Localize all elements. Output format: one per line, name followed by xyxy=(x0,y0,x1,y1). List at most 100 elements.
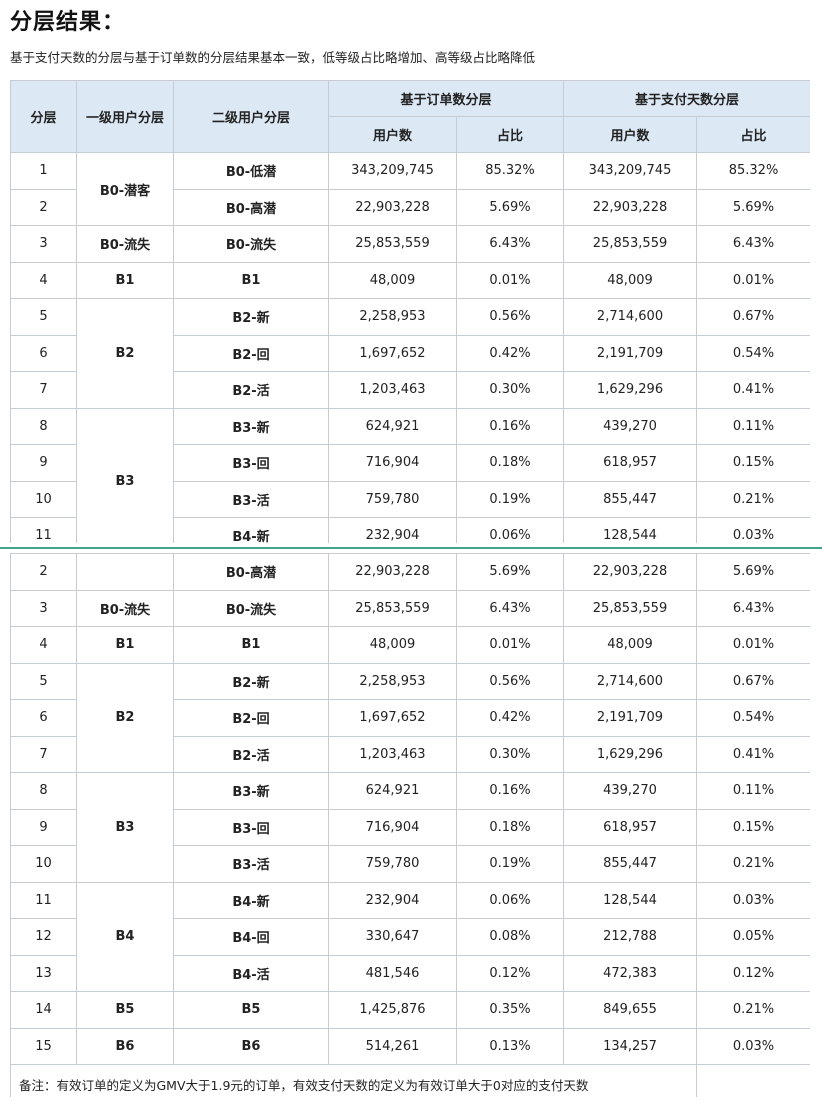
order-share-cell: 0.12% xyxy=(456,954,564,992)
tier-cell: 6 xyxy=(10,334,77,372)
level2-cell: B2-活 xyxy=(173,371,329,409)
day-users-cell: 439,270 xyxy=(563,772,697,810)
order-users-cell: 514,261 xyxy=(328,1027,457,1065)
table-row: 6 B2-回 1,697,652 0.42% 2,191,709 0.54% xyxy=(10,334,810,372)
level1-cell: B3 xyxy=(76,407,174,543)
table-row: 8 B3 B3-新 624,921 0.16% 439,270 0.11% xyxy=(10,772,810,883)
page-subtitle: 基于支付天数的分层与基于订单数的分层结果基本一致，低等级占比略增加、高等级占比略… xyxy=(10,50,536,65)
level1-cell: B6 xyxy=(76,1027,174,1065)
table-row: 11 B4-新 232,904 0.06% 128,544 0.03% xyxy=(10,517,810,543)
tier-cell: 15 xyxy=(10,1027,77,1065)
level2-cell: B3-新 xyxy=(173,772,329,810)
table-row: 7 B2-活 1,203,463 0.30% 1,629,296 0.41% xyxy=(10,735,810,773)
level2-cell: B0-高潜 xyxy=(173,188,329,226)
level1-cell: B0-流失 xyxy=(76,225,174,263)
day-users-cell: 1,629,296 xyxy=(563,371,698,409)
day-users-cell: 134,257 xyxy=(563,1027,697,1065)
day-share-cell: 0.11% xyxy=(696,407,810,445)
tier-cell: 2 xyxy=(10,188,77,226)
level2-cell: B3-新 xyxy=(173,407,329,445)
day-share-cell: 0.03% xyxy=(696,517,810,543)
level1-cell: B0-潜客 xyxy=(76,152,174,226)
order-users-cell: 624,921 xyxy=(328,772,457,810)
tier-cell: 7 xyxy=(10,735,77,773)
order-share-cell: 0.18% xyxy=(455,444,565,482)
day-share-cell: 0.21% xyxy=(696,991,810,1029)
order-share-cell: 0.56% xyxy=(455,298,565,336)
level2-cell: B0-低潜 xyxy=(173,152,329,190)
order-users-cell: 232,904 xyxy=(328,881,457,919)
day-share-cell: 0.21% xyxy=(696,480,810,518)
day-users-cell: 2,714,600 xyxy=(563,298,698,336)
order-users-cell: 624,921 xyxy=(328,407,457,445)
level2-cell: B3-回 xyxy=(173,444,329,482)
order-users-cell: 759,780 xyxy=(328,845,457,883)
order-users-cell: 48,009 xyxy=(328,261,457,299)
table-row: 11 B4 B4-新 232,904 0.06% 128,544 0.03% xyxy=(10,881,810,992)
tier-cell: 12 xyxy=(10,918,77,956)
level2-cell: B2-活 xyxy=(173,735,329,773)
tier-cell: 11 xyxy=(10,517,77,543)
header-group-orders: 基于订单数分层 xyxy=(327,80,565,117)
order-share-cell: 0.19% xyxy=(455,480,565,518)
order-share-cell: 6.43% xyxy=(456,589,564,627)
level2-cell: B1 xyxy=(173,626,329,664)
table-row: 10 B3-活 759,780 0.19% 855,447 0.21% xyxy=(10,845,810,883)
order-users-cell: 232,904 xyxy=(328,517,457,543)
table-row: 4 B1 B1 48,009 0.01% 48,009 0.01% xyxy=(10,626,810,664)
tier-cell: 5 xyxy=(10,662,77,700)
tier-cell: 4 xyxy=(10,261,77,299)
order-users-cell: 22,903,228 xyxy=(328,553,457,591)
segmentation-table-top: 分层 一级用户分层 二级用户分层 基于订单数分层 基于支付天数分层 用户数 占比… xyxy=(10,80,810,543)
table-row: 9 B3-回 716,904 0.18% 618,957 0.15% xyxy=(10,444,810,482)
table-row: 3 B0-流失 B0-流失 25,853,559 6.43% 25,853,55… xyxy=(10,225,810,263)
tier-cell: 9 xyxy=(10,808,77,846)
order-share-cell: 6.43% xyxy=(455,225,565,263)
tier-cell: 13 xyxy=(10,954,77,992)
tier-cell: 8 xyxy=(10,772,77,810)
day-share-cell: 0.15% xyxy=(696,808,810,846)
order-share-cell: 0.06% xyxy=(456,881,564,919)
order-users-cell: 25,853,559 xyxy=(328,589,457,627)
tier-cell: 2 xyxy=(10,553,77,591)
table-row: 8 B3 B3-新 624,921 0.16% 439,270 0.11% xyxy=(10,407,810,543)
header-day-share: 占比 xyxy=(696,116,810,153)
level1-cell: B4 xyxy=(76,881,174,992)
header-level1: 一级用户分层 xyxy=(76,80,174,153)
order-share-cell: 0.08% xyxy=(456,918,564,956)
table-row: 13 B4-活 481,546 0.12% 472,383 0.12% xyxy=(10,954,810,992)
day-users-cell: 855,447 xyxy=(563,845,697,883)
level2-cell: B4-回 xyxy=(173,918,329,956)
tier-cell: 6 xyxy=(10,699,77,737)
order-share-cell: 0.30% xyxy=(455,371,565,409)
day-share-cell: 0.03% xyxy=(696,881,810,919)
day-users-cell: 22,903,228 xyxy=(563,553,697,591)
order-share-cell: 5.69% xyxy=(455,188,565,226)
order-share-cell: 0.35% xyxy=(456,991,564,1029)
order-share-cell: 0.42% xyxy=(456,699,564,737)
level2-cell: B0-高潜 xyxy=(173,553,329,591)
level1-cell: B1 xyxy=(76,626,174,664)
tier-cell: 4 xyxy=(10,626,77,664)
table-row: 7 B2-活 1,203,463 0.30% 1,629,296 0.41% xyxy=(10,371,810,409)
day-share-cell: 6.43% xyxy=(696,225,810,263)
order-users-cell: 1,203,463 xyxy=(328,735,457,773)
day-users-cell: 128,544 xyxy=(563,881,697,919)
order-share-cell: 0.19% xyxy=(456,845,564,883)
day-share-cell: 0.67% xyxy=(696,298,810,336)
order-share-cell: 0.16% xyxy=(456,772,564,810)
order-share-cell: 0.30% xyxy=(456,735,564,773)
level1-cell xyxy=(76,553,174,591)
day-users-cell: 472,383 xyxy=(563,954,697,992)
level2-cell: B1 xyxy=(173,261,329,299)
tier-cell: 5 xyxy=(10,298,77,336)
order-share-cell: 0.42% xyxy=(455,334,565,372)
day-share-cell: 0.41% xyxy=(696,735,810,773)
order-users-cell: 330,647 xyxy=(328,918,457,956)
day-users-cell: 2,714,600 xyxy=(563,662,697,700)
order-users-cell: 759,780 xyxy=(328,480,457,518)
day-share-cell: 0.12% xyxy=(696,954,810,992)
order-users-cell: 716,904 xyxy=(328,444,457,482)
level2-cell: B4-新 xyxy=(173,517,329,543)
day-share-cell: 6.43% xyxy=(696,589,810,627)
